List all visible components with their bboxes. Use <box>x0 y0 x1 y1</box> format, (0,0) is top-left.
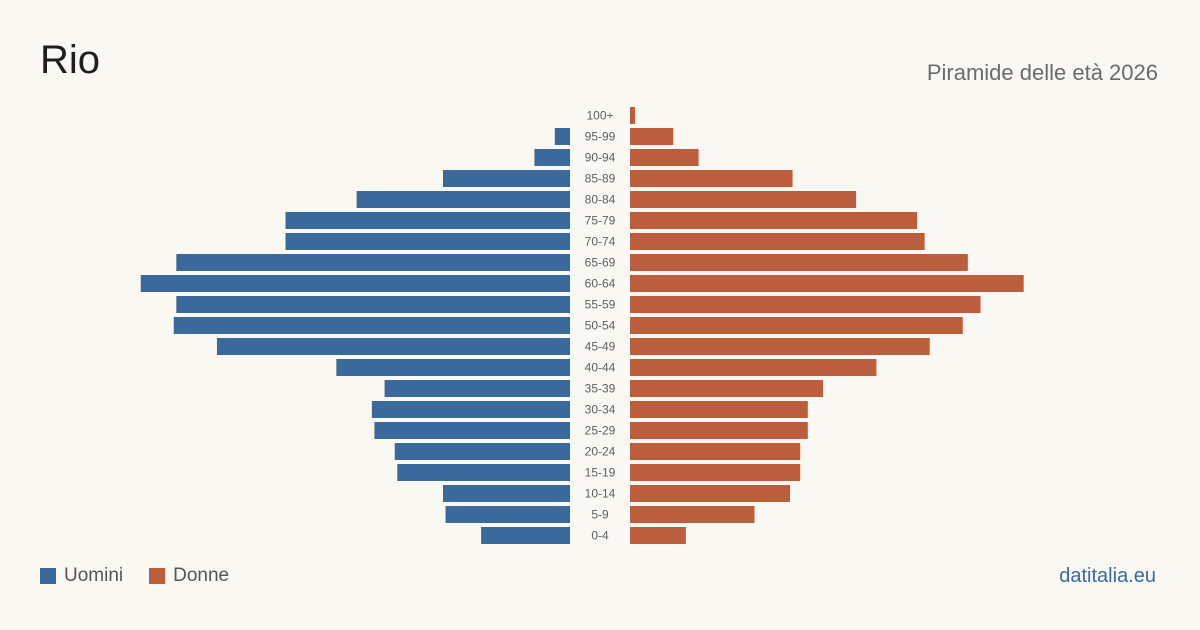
bar-men-5-9 <box>445 506 570 523</box>
chart-subtitle: Piramide delle età 2026 <box>926 60 1158 85</box>
legend-item-women: Donne <box>149 565 229 587</box>
age-label-75-79: 75-79 <box>585 214 616 228</box>
bar-men-25-29 <box>374 422 570 439</box>
bar-men-20-24 <box>394 443 570 460</box>
bar-women-20-24 <box>630 443 801 460</box>
bar-men-40-44 <box>336 359 570 376</box>
age-label-15-19: 15-19 <box>585 466 616 480</box>
age-label-65-69: 65-69 <box>585 256 616 270</box>
bar-women-45-49 <box>630 338 930 355</box>
age-label-10-14: 10-14 <box>585 487 616 501</box>
bar-men-90-94 <box>534 149 570 166</box>
bar-women-85-89 <box>630 170 793 187</box>
bar-men-15-19 <box>397 464 570 481</box>
bar-men-50-54 <box>173 317 570 334</box>
age-label-45-49: 45-49 <box>585 340 616 354</box>
bar-men-85-89 <box>443 170 570 187</box>
legend-swatch-men <box>40 568 56 584</box>
age-label-90-94: 90-94 <box>585 151 616 165</box>
legend-label-women: Donne <box>173 565 230 586</box>
age-label-100+: 100+ <box>586 109 613 123</box>
bar-men-10-14 <box>443 485 570 502</box>
legend: Uomini Donne <box>40 565 255 587</box>
bar-women-10-14 <box>630 485 791 502</box>
bar-women-90-94 <box>630 149 699 166</box>
bar-women-40-44 <box>630 359 877 376</box>
bar-men-55-59 <box>176 296 571 313</box>
source-link[interactable]: datitalia.eu <box>1059 565 1156 587</box>
bar-men-70-74 <box>285 233 570 250</box>
bar-men-35-39 <box>384 380 570 397</box>
age-label-60-64: 60-64 <box>585 277 616 291</box>
bar-men-75-79 <box>285 212 570 229</box>
bar-women-70-74 <box>630 233 925 250</box>
legend-swatch-women <box>149 568 166 584</box>
legend-item-men: Uomini <box>40 565 123 587</box>
age-label-5-9: 5-9 <box>591 508 609 522</box>
bar-men-30-34 <box>371 401 570 418</box>
bar-women-55-59 <box>630 296 981 313</box>
age-label-25-29: 25-29 <box>585 424 616 438</box>
bar-women-0-4 <box>630 527 686 544</box>
bar-women-80-84 <box>630 191 857 208</box>
bar-men-65-69 <box>176 254 571 271</box>
bar-men-95-99 <box>554 128 570 145</box>
age-label-85-89: 85-89 <box>585 172 616 186</box>
bar-men-80-84 <box>356 191 570 208</box>
age-label-20-24: 20-24 <box>585 445 616 459</box>
bar-women-15-19 <box>630 464 801 481</box>
bar-women-60-64 <box>630 275 1024 292</box>
bar-men-45-49 <box>216 338 570 355</box>
chart-title: Rio <box>40 38 101 82</box>
bar-women-5-9 <box>630 506 755 523</box>
age-label-95-99: 95-99 <box>585 130 616 144</box>
age-label-50-54: 50-54 <box>585 319 616 333</box>
age-label-30-34: 30-34 <box>585 403 616 417</box>
bar-men-60-64 <box>140 275 571 292</box>
age-label-70-74: 70-74 <box>585 235 616 249</box>
legend-label-men: Uomini <box>64 565 124 586</box>
bar-women-95-99 <box>630 128 674 145</box>
age-label-0-4: 0-4 <box>591 529 609 543</box>
age-label-80-84: 80-84 <box>585 193 616 207</box>
bar-men-0-4 <box>481 527 570 544</box>
bar-women-50-54 <box>630 317 963 334</box>
bar-women-75-79 <box>630 212 918 229</box>
bar-women-35-39 <box>630 380 824 397</box>
bar-women-65-69 <box>630 254 968 271</box>
bar-women-30-34 <box>630 401 808 418</box>
age-label-55-59: 55-59 <box>585 298 616 312</box>
age-label-40-44: 40-44 <box>585 361 616 375</box>
bar-women-25-29 <box>630 422 808 439</box>
age-label-35-39: 35-39 <box>585 382 616 396</box>
bar-women-100+ <box>630 107 636 124</box>
